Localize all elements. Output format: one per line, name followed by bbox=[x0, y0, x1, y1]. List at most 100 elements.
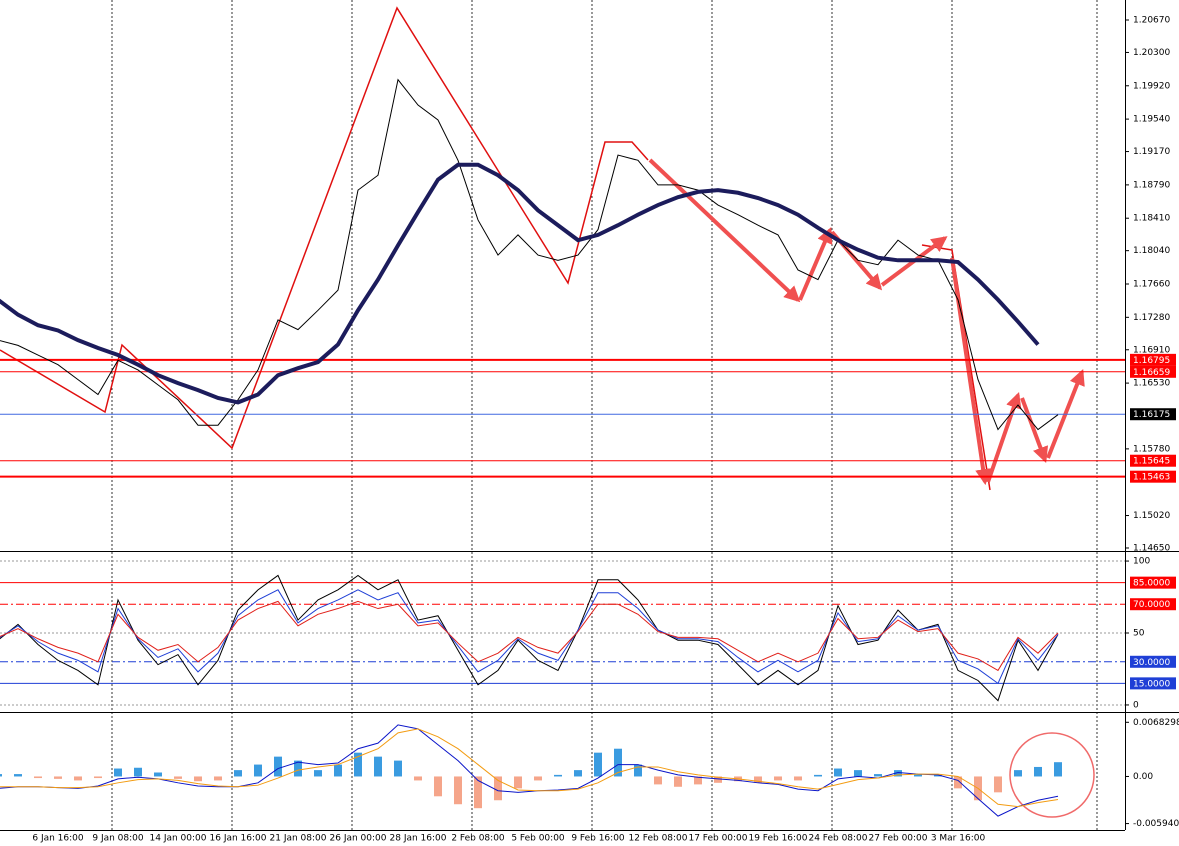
level-tag bbox=[1130, 655, 1176, 668]
histogram-bar bbox=[334, 764, 342, 777]
histogram-bar bbox=[614, 748, 622, 777]
histogram-bar bbox=[1014, 770, 1022, 777]
x-tick-label: 17 Feb 00:00 bbox=[688, 834, 747, 844]
x-tick-label: 6 Jan 16:00 bbox=[32, 834, 84, 844]
histogram-bar bbox=[14, 774, 22, 777]
series-line bbox=[0, 728, 1059, 808]
y-tick-label: 1.18410 bbox=[1133, 214, 1170, 224]
level-label: 15.0000 bbox=[1133, 679, 1170, 689]
x-tick-label: 9 Jan 08:00 bbox=[92, 834, 144, 844]
histogram-bar bbox=[494, 776, 502, 801]
y-tick-label: 1.20670 bbox=[1133, 15, 1170, 25]
histogram-bar bbox=[234, 770, 242, 777]
y-tick-label: 0.00 bbox=[1133, 772, 1153, 782]
histogram-bar bbox=[894, 770, 902, 777]
histogram-bar bbox=[994, 776, 1002, 793]
zigzag bbox=[0, 6, 649, 450]
histogram-bar bbox=[474, 776, 482, 809]
y-tick-label: 1.20300 bbox=[1133, 48, 1170, 58]
histogram-bar bbox=[354, 752, 362, 777]
histogram-bar bbox=[0, 774, 2, 777]
histogram-bar bbox=[934, 774, 942, 777]
histogram-bar bbox=[54, 776, 62, 779]
x-tick-label: 2 Feb 08:00 bbox=[451, 834, 505, 844]
y-tick-label: 1.14650 bbox=[1133, 543, 1170, 553]
histogram-bar bbox=[754, 776, 762, 783]
time-grid bbox=[111, 0, 1098, 830]
level-tag bbox=[1130, 677, 1176, 690]
histogram-bar bbox=[594, 752, 602, 777]
histogram-bar bbox=[794, 776, 802, 781]
level-tag bbox=[1130, 470, 1176, 483]
histogram-bar bbox=[1054, 762, 1062, 777]
highlight-circle bbox=[1009, 732, 1095, 818]
histogram-bar bbox=[294, 760, 302, 777]
level-label: 1.16659 bbox=[1133, 368, 1170, 378]
y-tick-label: 0 bbox=[1133, 700, 1139, 710]
y-tick-label: 1.16530 bbox=[1133, 379, 1170, 389]
histogram-bar bbox=[834, 768, 842, 777]
histogram-bar bbox=[274, 756, 282, 777]
level-label: 1.16175 bbox=[1133, 410, 1170, 420]
level-tag bbox=[1130, 408, 1176, 421]
x-tick-label: 27 Feb 00:00 bbox=[868, 834, 927, 844]
histogram-bar bbox=[414, 776, 422, 781]
histogram-bar bbox=[574, 770, 582, 777]
series-line bbox=[0, 600, 1059, 672]
x-tick-label: 3 Mar 16:00 bbox=[931, 834, 986, 844]
histogram-bar bbox=[454, 776, 462, 805]
histogram-bar bbox=[374, 756, 382, 777]
x-tick-label: 28 Jan 16:00 bbox=[390, 834, 447, 844]
histogram-bar bbox=[74, 776, 82, 781]
histogram-bar bbox=[254, 764, 262, 777]
histogram-bar bbox=[114, 768, 122, 777]
histogram-bar bbox=[854, 770, 862, 777]
x-tick-label: 19 Feb 16:00 bbox=[748, 834, 807, 844]
level-label: 85.0000 bbox=[1133, 579, 1170, 589]
y-tick-label: 100 bbox=[1133, 557, 1150, 567]
y-tick-label: 1.17660 bbox=[1133, 279, 1170, 289]
histogram-bar bbox=[174, 776, 182, 779]
histogram-bar bbox=[314, 770, 322, 777]
level-tag bbox=[1130, 598, 1176, 611]
histogram-bar bbox=[214, 776, 222, 781]
x-tick-label: 24 Feb 08:00 bbox=[808, 834, 867, 844]
histogram-bar bbox=[154, 772, 162, 777]
y-tick-label: 1.19920 bbox=[1133, 81, 1170, 91]
level-label: 30.0000 bbox=[1133, 658, 1170, 668]
level-tag bbox=[1130, 454, 1176, 467]
y-tick-label: -0.005940 bbox=[1133, 819, 1179, 829]
series-line bbox=[0, 78, 1059, 431]
histogram-bar bbox=[634, 764, 642, 777]
histogram-bar bbox=[914, 774, 922, 777]
histogram-bar bbox=[714, 776, 722, 783]
y-tick-label: 1.18790 bbox=[1133, 180, 1170, 190]
histogram-bar bbox=[694, 776, 702, 785]
x-tick-label: 16 Jan 16:00 bbox=[210, 834, 267, 844]
y-tick-label: 0.0068298 bbox=[1133, 718, 1179, 728]
series-line bbox=[0, 574, 1059, 702]
histogram-bar bbox=[774, 776, 782, 781]
level-tag bbox=[1130, 576, 1176, 589]
series-line bbox=[0, 162, 1040, 405]
y-tick-label: 1.15020 bbox=[1133, 511, 1170, 521]
histogram-bar bbox=[874, 774, 882, 777]
x-tick-label: 26 Jan 00:00 bbox=[330, 834, 387, 844]
x-tick-label: 14 Jan 00:00 bbox=[150, 834, 207, 844]
histogram-bar bbox=[954, 776, 962, 789]
x-tick-label: 5 Feb 00:00 bbox=[511, 834, 565, 844]
histogram-bar bbox=[194, 776, 202, 782]
x-tick-label: 12 Feb 08:00 bbox=[628, 834, 687, 844]
histogram-bar bbox=[554, 774, 562, 777]
y-tick-label: 1.19170 bbox=[1133, 147, 1170, 157]
histogram-bar bbox=[534, 776, 542, 781]
level-label: 70.0000 bbox=[1133, 600, 1170, 610]
level-tag bbox=[1130, 353, 1176, 366]
y-tick-label: 50 bbox=[1133, 629, 1145, 639]
level-label: 1.16795 bbox=[1133, 356, 1170, 366]
x-tick-label: 9 Feb 16:00 bbox=[571, 834, 625, 844]
level-tag bbox=[1130, 365, 1176, 378]
y-tick-label: 1.17280 bbox=[1133, 313, 1170, 323]
